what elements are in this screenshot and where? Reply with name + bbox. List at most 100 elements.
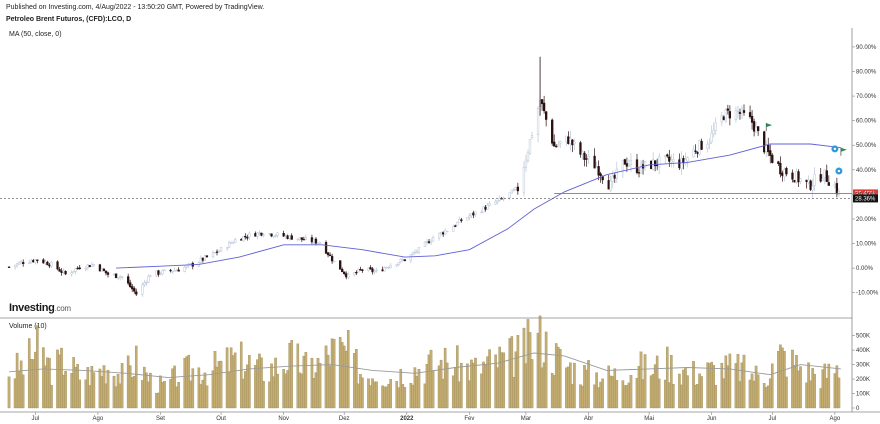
candle-body xyxy=(225,247,229,249)
candle-body xyxy=(456,221,459,226)
candle-body xyxy=(516,186,520,192)
candle-body xyxy=(310,237,314,243)
candle-body xyxy=(583,152,586,160)
candle-body xyxy=(706,144,709,149)
volume-bar xyxy=(615,380,619,409)
x-tick-label: Mai xyxy=(644,416,654,422)
candle-body xyxy=(442,232,445,235)
volume-bar xyxy=(837,377,841,409)
candle-body xyxy=(316,242,320,244)
candle-body xyxy=(793,179,796,183)
candle-body xyxy=(613,174,616,179)
event-marker-dot xyxy=(837,169,841,173)
x-tick-label: Jul xyxy=(31,416,39,422)
candle-body xyxy=(145,281,148,284)
candle-body xyxy=(143,282,146,286)
volume-bar xyxy=(643,354,647,409)
candle-body xyxy=(141,284,144,295)
candle-body xyxy=(276,232,279,236)
candle-body xyxy=(133,288,136,292)
candle-body xyxy=(750,116,754,123)
volume-bars xyxy=(7,315,841,409)
candle-body xyxy=(684,159,687,165)
volume-bar xyxy=(736,354,740,409)
volume-bar xyxy=(474,357,477,409)
candle-body xyxy=(544,111,548,120)
volume-bar xyxy=(670,355,673,409)
candle-body xyxy=(664,155,667,158)
candle-body xyxy=(227,242,231,248)
candle-body xyxy=(795,171,798,183)
candle-body xyxy=(88,265,91,268)
candle-body xyxy=(373,270,376,273)
volume-bar xyxy=(375,381,378,409)
volume-bar xyxy=(177,382,180,409)
candle-body xyxy=(668,156,671,162)
candle-body xyxy=(203,255,207,261)
candle-body xyxy=(242,236,245,242)
x-tick-label: Fev xyxy=(464,416,474,422)
volume-bar xyxy=(692,361,695,409)
volume-y-tick-label: 400K xyxy=(856,348,870,354)
candle-body xyxy=(482,206,485,213)
volume-bar xyxy=(149,372,152,409)
candle-body xyxy=(205,255,209,258)
candle-body xyxy=(452,226,455,232)
candle-body xyxy=(726,108,730,111)
candle-body xyxy=(710,132,713,143)
volume-y-tick-label: 500K xyxy=(856,334,870,340)
volume-bar xyxy=(587,360,590,409)
candle-body xyxy=(341,269,344,273)
candle-body xyxy=(581,151,584,155)
candle-body xyxy=(56,261,59,270)
candle-body xyxy=(302,238,305,241)
candle-body xyxy=(260,232,263,236)
candle-body xyxy=(389,265,392,269)
horizontal-lines: 30.40%28.36% xyxy=(0,189,878,203)
candle-body xyxy=(635,159,639,173)
volume-bar xyxy=(629,375,633,409)
y-tick-label: 60.00% xyxy=(856,119,877,125)
volume-bar xyxy=(488,349,491,409)
candle-body xyxy=(728,111,732,119)
ma-50-line xyxy=(116,143,841,269)
candle-body xyxy=(72,271,75,273)
candle-body xyxy=(272,235,275,238)
price-tag-red-label: 30.40% xyxy=(855,191,876,197)
candle-body xyxy=(357,268,360,273)
volume-y-tick-label: 300K xyxy=(856,363,870,369)
candle-body xyxy=(328,254,332,257)
volume-bar xyxy=(355,349,358,409)
candle-body xyxy=(326,252,330,256)
candle-body xyxy=(185,265,188,268)
candle-body xyxy=(557,144,560,147)
candle-body xyxy=(627,164,631,167)
candle-body xyxy=(74,268,77,272)
candle-body xyxy=(149,275,152,277)
ma-indicator-label: MA (50, close, 0) xyxy=(9,31,62,38)
volume-bar xyxy=(460,362,463,409)
y-tick-label: 40.00% xyxy=(856,168,877,174)
candle-body xyxy=(18,262,21,265)
candle-body xyxy=(724,109,727,122)
volume-bar xyxy=(538,315,542,409)
candle-body xyxy=(439,232,443,234)
volume-bar xyxy=(431,370,435,409)
candle-body xyxy=(694,150,697,153)
candle-body xyxy=(781,172,784,176)
volume-bar xyxy=(558,349,562,409)
volume-bar xyxy=(239,341,243,409)
volume-bar xyxy=(205,385,209,409)
candle-body xyxy=(199,257,203,263)
candle-body xyxy=(488,203,491,206)
candle-body xyxy=(44,261,47,264)
candle-body xyxy=(312,239,316,243)
candle-body xyxy=(643,161,647,168)
candle-body xyxy=(230,242,233,244)
candle-body xyxy=(127,276,130,284)
volume-bar xyxy=(219,360,223,409)
candle-body xyxy=(314,238,318,244)
candle-body xyxy=(324,242,328,254)
candle-body xyxy=(201,257,205,261)
candle-body xyxy=(411,252,415,255)
